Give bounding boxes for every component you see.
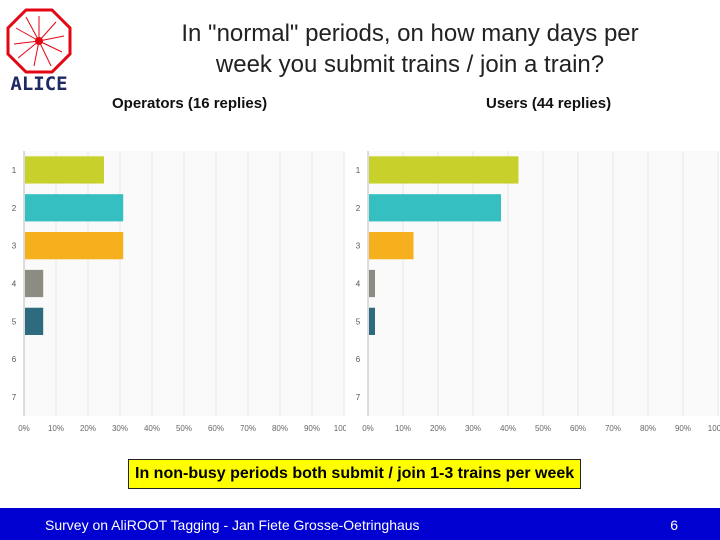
operators-x-tick-label: 40% — [144, 424, 160, 433]
users-x-tick-label: 30% — [465, 424, 481, 433]
slide-title: In "normal" periods, on how many days pe… — [110, 18, 710, 80]
users-category-label: 3 — [356, 242, 361, 251]
operators-x-tick-label: 10% — [48, 424, 64, 433]
operators-x-tick-label: 100% — [334, 424, 346, 433]
users-bar-5 — [369, 307, 375, 335]
users-x-tick-label: 0% — [362, 424, 374, 433]
alice-logo: ALICE — [6, 8, 72, 94]
users-bar-1 — [369, 156, 519, 184]
operators-x-tick-label: 0% — [18, 424, 30, 433]
operators-bar-5 — [25, 307, 44, 335]
logo-burst — [13, 16, 65, 67]
operators-x-tick-label: 30% — [112, 424, 128, 433]
users-x-tick-label: 40% — [500, 424, 516, 433]
users-bar-3 — [369, 232, 414, 260]
users-x-tick-label: 80% — [640, 424, 656, 433]
operators-category-label: 7 — [12, 393, 17, 402]
users-category-label: 6 — [356, 355, 361, 364]
users-category-label: 1 — [356, 166, 361, 175]
slide-title-line2: week you submit trains / join a train? — [215, 51, 605, 78]
operators-category-label: 3 — [12, 242, 17, 251]
operators-x-tick-label: 70% — [240, 424, 256, 433]
users-chart: 0% 10% 20% 30% 40% 50% 60% 70% 80% 90% 100% 1 2 3 4 5 6 7 — [356, 151, 720, 433]
operators-bar-1 — [25, 156, 104, 184]
users-x-tick-label: 100% — [708, 424, 720, 433]
slide-title-line1: In "normal" periods, on how many days pe… — [181, 20, 639, 47]
operators-category-label: 5 — [12, 317, 17, 326]
users-x-tick-label: 10% — [395, 424, 411, 433]
users-chart-title: Users (44 replies) — [486, 95, 612, 112]
footer-text: Survey on AliROOT Tagging - Jan Fiete Gr… — [45, 517, 420, 533]
operators-x-tick-label: 20% — [80, 424, 96, 433]
logo-text: ALICE — [10, 73, 67, 94]
users-bar-4 — [369, 269, 375, 298]
users-x-tick-label: 90% — [675, 424, 691, 433]
users-x-tick-label: 70% — [605, 424, 621, 433]
slide-number: 6 — [670, 517, 678, 533]
operators-x-tick-label: 80% — [272, 424, 288, 433]
operators-category-label: 6 — [12, 355, 17, 364]
operators-bar-2 — [25, 194, 124, 222]
operators-chart: 0% 10% 20% 30% 40% 50% 60% 70% 80% 90% 100% 1 2 3 4 5 6 7 — [12, 151, 346, 433]
operators-category-label: 2 — [12, 204, 17, 213]
users-category-label: 4 — [356, 280, 361, 289]
operators-x-tick-label: 90% — [304, 424, 320, 433]
operators-bar-4 — [25, 269, 44, 298]
users-bar-2 — [369, 194, 501, 222]
operators-x-tick-label: 60% — [208, 424, 224, 433]
users-category-label: 5 — [356, 317, 361, 326]
operators-bar-3 — [25, 232, 124, 260]
operators-category-label: 4 — [12, 280, 17, 289]
operators-x-tick-label: 50% — [176, 424, 192, 433]
footer-bar: Survey on AliROOT Tagging - Jan Fiete Gr… — [0, 508, 720, 540]
conclusion-callout: In non-busy periods both submit / join 1… — [128, 459, 582, 489]
users-category-label: 7 — [356, 393, 361, 402]
operators-chart-title: Operators (16 replies) — [112, 95, 268, 112]
users-x-tick-label: 20% — [430, 424, 446, 433]
operators-category-label: 1 — [12, 166, 17, 175]
users-x-tick-label: 60% — [570, 424, 586, 433]
users-x-tick-label: 50% — [535, 424, 551, 433]
users-category-label: 2 — [356, 204, 361, 213]
